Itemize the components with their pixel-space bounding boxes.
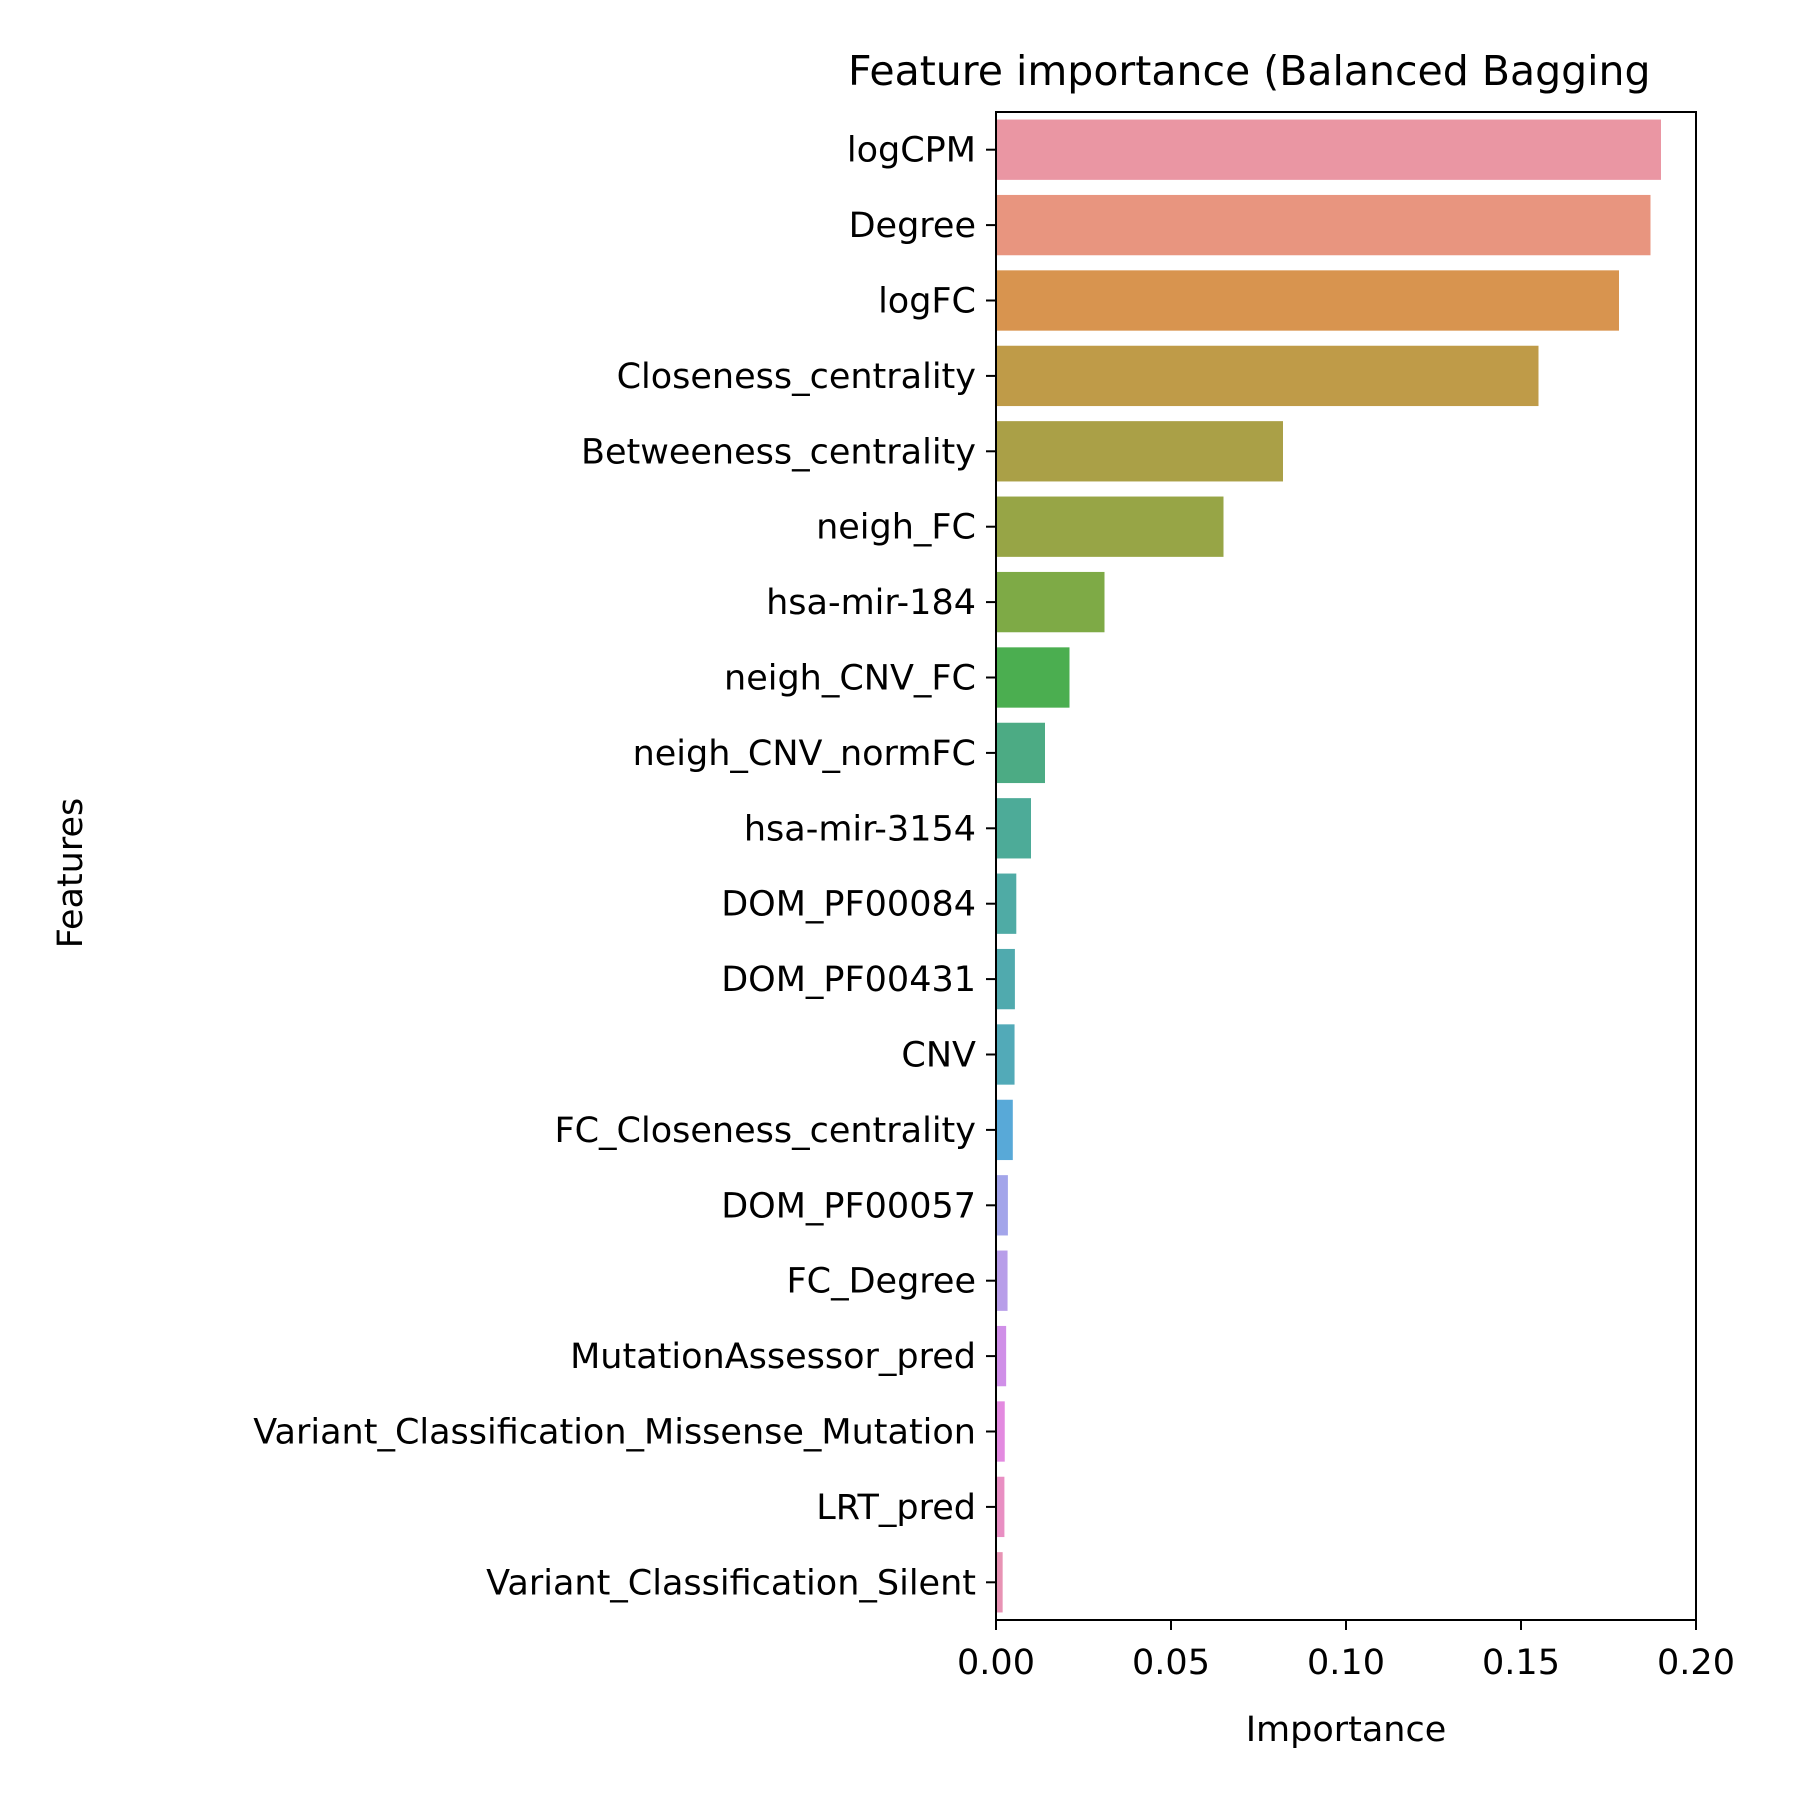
bar-hsa-mir-184 xyxy=(996,571,1105,633)
bar-hsa-mir-3154 xyxy=(996,798,1031,859)
x-tick-label: 0.00 xyxy=(957,1643,1035,1683)
y-tick-label: Degree xyxy=(849,206,976,246)
x-axis: 0.00 0.05 0.10 0.15 0.20 xyxy=(957,1620,1735,1683)
y-tick-label: neigh_CNV_FC xyxy=(724,659,976,699)
y-tick-label: Variant_Classification_Missense_Mutation xyxy=(253,1413,976,1453)
bar-FC_Degree xyxy=(996,1250,1008,1311)
y-tick-label: neigh_FC xyxy=(816,508,976,548)
bar-neigh_CNV_FC xyxy=(996,647,1070,708)
y-tick-label: FC_Closeness_centrality xyxy=(554,1111,976,1151)
y-tick-label: logFC xyxy=(878,282,976,322)
y-tick-label: Closeness_centrality xyxy=(617,357,976,397)
bar-DOM_PF00057 xyxy=(996,1175,1008,1236)
bar-Degree xyxy=(996,194,1651,256)
bars-layer xyxy=(996,119,1661,1613)
y-tick-label: hsa-mir-3154 xyxy=(744,809,976,849)
x-tick-label: 0.05 xyxy=(1132,1643,1210,1683)
bar-DOM_PF00431 xyxy=(996,948,1015,1010)
bar-DOM_PF00084 xyxy=(996,873,1017,934)
x-axis-label: Importance xyxy=(1246,1710,1447,1750)
y-tick-label: logCPM xyxy=(847,131,976,171)
bar-FC_Closeness_centrality xyxy=(996,1099,1013,1161)
y-axis-label: Features xyxy=(51,798,91,949)
chart-title: Feature importance (Balanced Bagging xyxy=(848,47,1651,95)
y-tick-label: DOM_PF00057 xyxy=(721,1186,976,1226)
bar-Variant_Classification_Silent xyxy=(996,1552,1003,1613)
y-tick-label: LRT_pred xyxy=(816,1488,976,1528)
bar-Betweeness_centrality xyxy=(996,421,1283,482)
y-tick-label: DOM_PF00431 xyxy=(721,960,976,1000)
x-tick-label: 0.15 xyxy=(1482,1643,1560,1683)
bar-logFC xyxy=(996,270,1619,331)
bar-MutationAssessor_pred xyxy=(996,1325,1007,1387)
y-tick-label: FC_Degree xyxy=(787,1262,976,1302)
y-tick-label: Betweeness_centrality xyxy=(581,432,976,472)
y-tick-label: Variant_Classification_Silent xyxy=(486,1563,976,1603)
bar-neigh_FC xyxy=(996,496,1224,557)
x-tick-label: 0.10 xyxy=(1307,1643,1385,1683)
bar-LRT_pred xyxy=(996,1476,1005,1538)
bar-Variant_Classification_Missense_Mutation xyxy=(996,1401,1005,1462)
bar-CNV xyxy=(996,1024,1015,1085)
y-tick-label: neigh_CNV_normFC xyxy=(633,734,976,774)
bar-neigh_CNV_normFC xyxy=(996,722,1045,784)
y-tick-label: MutationAssessor_pred xyxy=(570,1337,976,1377)
y-tick-label: CNV xyxy=(901,1036,976,1076)
y-tick-label: hsa-mir-184 xyxy=(766,583,976,623)
bar-logCPM xyxy=(996,119,1661,180)
plot-frame xyxy=(995,111,1697,1621)
x-tick-label: 0.20 xyxy=(1657,1643,1735,1683)
bar-Closeness_centrality xyxy=(996,345,1539,407)
y-axis: logCPM Degree logFC Closeness_centrality Bet… xyxy=(253,131,996,1603)
y-tick-label: DOM_PF00084 xyxy=(721,885,976,925)
